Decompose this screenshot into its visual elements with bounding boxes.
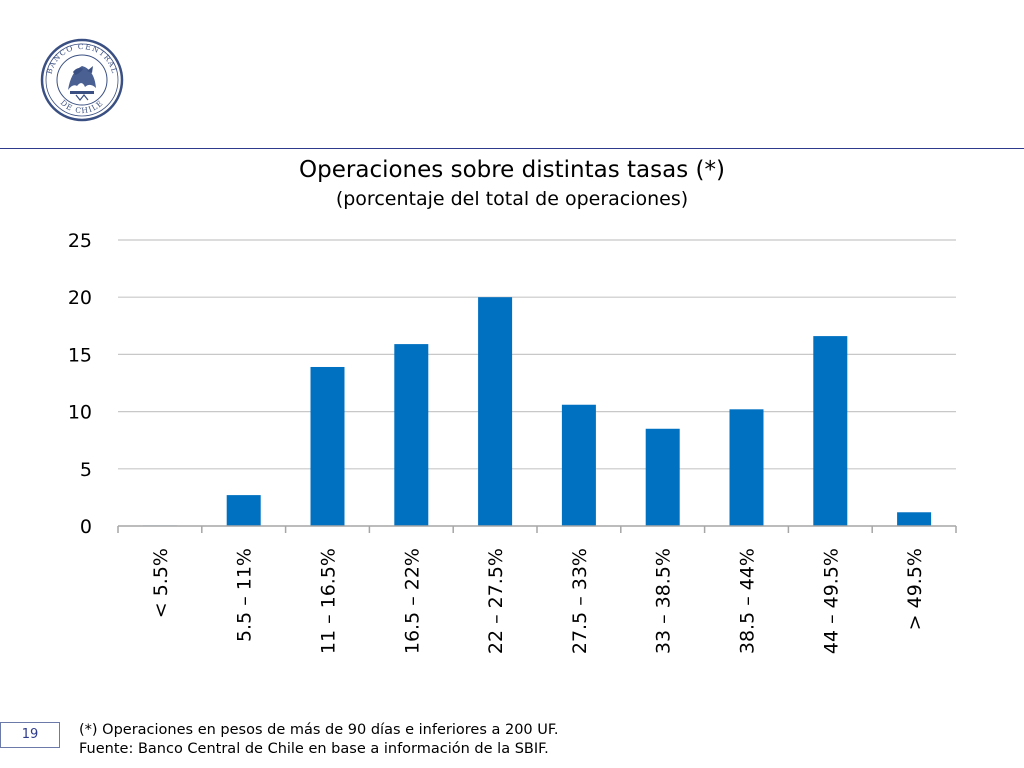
y-tick-label: 20 (68, 287, 92, 309)
x-tick-label: < 5.5% (150, 548, 172, 618)
header-divider (0, 148, 1024, 149)
x-tick-label: 16.5 – 22% (401, 548, 423, 654)
footnotes: (*) Operaciones en pesos de más de 90 dí… (79, 721, 559, 759)
x-tick-label: 44 – 49.5% (820, 548, 842, 654)
bar (813, 336, 848, 526)
x-tick-label: > 49.5% (904, 548, 926, 630)
x-tick-label: 11 – 16.5% (318, 548, 340, 654)
y-tick-label: 25 (68, 230, 92, 252)
bar (729, 409, 764, 526)
footnote-source: Fuente: Banco Central de Chile en base a… (79, 741, 549, 757)
y-tick-label: 0 (80, 516, 92, 538)
y-tick-label: 15 (68, 344, 92, 366)
bar (478, 297, 513, 526)
chart-subtitle: (porcentaje del total de operaciones) (335, 188, 689, 210)
bar (561, 404, 596, 526)
page-number: 19 (0, 722, 60, 748)
footnote-definition: (*) Operaciones en pesos de más de 90 dí… (79, 722, 559, 738)
chart-title: Operaciones sobre distintas tasas (*) (299, 157, 725, 183)
bar (897, 512, 932, 526)
x-tick-label: 38.5 – 44% (737, 548, 759, 654)
x-tick-label: 33 – 38.5% (653, 548, 675, 654)
bar (226, 495, 261, 526)
banco-central-seal-logo: BANCO CENTRAL DE CHILE (40, 38, 124, 122)
x-tick-label: 27.5 – 33% (569, 548, 591, 654)
bar (310, 366, 345, 526)
x-tick-label: 5.5 – 11% (234, 548, 256, 642)
y-tick-label: 10 (68, 402, 92, 424)
x-tick-label: 22 – 27.5% (485, 548, 507, 654)
bar (394, 344, 429, 526)
bar (645, 428, 680, 526)
y-tick-label: 5 (80, 459, 92, 481)
